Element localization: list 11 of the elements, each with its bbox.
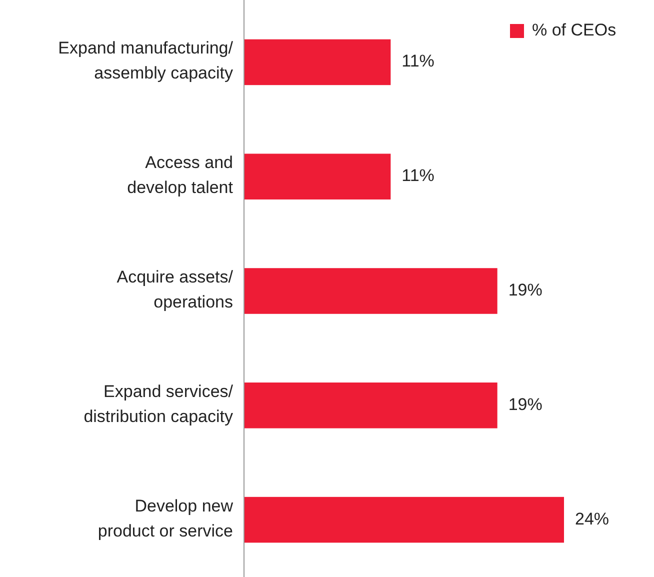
y-tick-label: Acquire assets/ operations xyxy=(116,268,234,312)
data-label: 11% xyxy=(402,52,434,71)
y-tick-label: Develop new product or service xyxy=(98,496,234,541)
data-label: 11% xyxy=(402,166,434,186)
data-label: 19% xyxy=(508,280,542,300)
data-label: 24% xyxy=(575,509,610,528)
y-tick-label: Expand manufacturing/ assembly capacity xyxy=(58,39,234,84)
data-label: 19% xyxy=(508,394,542,414)
y-tick-label: Expand services/ distribution capacity xyxy=(84,382,234,426)
legend-label: % of CEOs xyxy=(532,20,616,40)
y-tick-label: Access and develop talent xyxy=(127,154,234,198)
